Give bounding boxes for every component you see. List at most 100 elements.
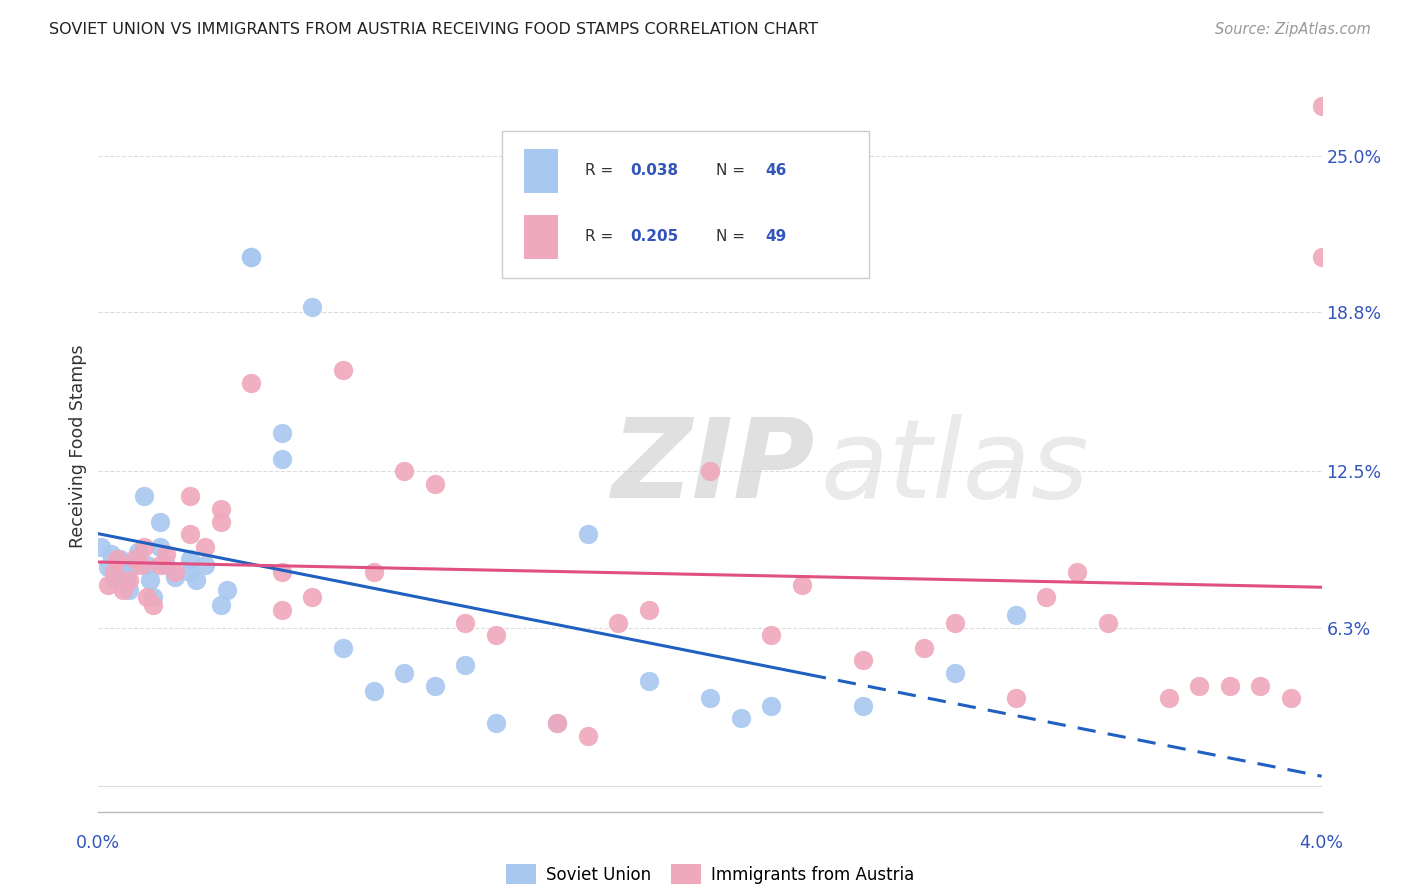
Point — [1097, 615, 1119, 630]
Point — [730, 711, 752, 725]
Point — [108, 552, 131, 566]
Point — [100, 548, 122, 562]
Point — [699, 691, 721, 706]
Point — [392, 665, 416, 680]
Point — [332, 363, 354, 377]
Point — [90, 540, 112, 554]
Point — [270, 603, 294, 617]
Point — [637, 673, 661, 688]
Point — [127, 545, 149, 559]
Point — [852, 653, 875, 667]
Point — [163, 565, 186, 579]
Point — [270, 565, 294, 579]
Point — [209, 515, 232, 529]
Point — [607, 615, 630, 630]
Bar — [524, 149, 558, 193]
Point — [301, 591, 323, 605]
Point — [179, 490, 201, 504]
Point — [149, 540, 172, 554]
Point — [186, 573, 208, 587]
Point — [149, 558, 172, 572]
Point — [1004, 607, 1026, 622]
Point — [118, 573, 141, 587]
Point — [124, 552, 146, 566]
Point — [194, 558, 217, 572]
Point — [118, 563, 141, 577]
Point — [179, 552, 201, 566]
Point — [155, 558, 177, 572]
Point — [103, 573, 125, 587]
Point — [1188, 679, 1211, 693]
Point — [1035, 591, 1057, 605]
Point — [363, 565, 385, 579]
Point — [97, 560, 120, 574]
Point — [103, 565, 125, 579]
Point — [111, 558, 134, 572]
Point — [363, 683, 385, 698]
Point — [194, 540, 217, 554]
Point — [576, 527, 599, 541]
Text: 0.038: 0.038 — [630, 163, 679, 178]
Point — [546, 716, 568, 731]
Text: 49: 49 — [765, 229, 786, 244]
Point — [240, 376, 263, 390]
Text: Source: ZipAtlas.com: Source: ZipAtlas.com — [1215, 22, 1371, 37]
Point — [301, 300, 323, 314]
Point — [142, 598, 165, 612]
Point — [759, 698, 782, 713]
Point — [699, 464, 721, 478]
Point — [136, 591, 159, 605]
Point — [139, 573, 162, 587]
Point — [1310, 250, 1333, 264]
Point — [423, 679, 446, 693]
Point — [1279, 691, 1302, 706]
Point — [149, 515, 172, 529]
Point — [637, 603, 661, 617]
Point — [209, 502, 232, 516]
Point — [270, 426, 294, 441]
Point — [97, 578, 120, 592]
Point — [105, 565, 128, 579]
Point — [270, 451, 294, 466]
Point — [790, 578, 813, 592]
Point — [163, 570, 186, 584]
Point — [943, 665, 966, 680]
Point — [485, 628, 508, 642]
FancyBboxPatch shape — [502, 131, 869, 277]
Point — [179, 565, 201, 579]
Point — [142, 591, 165, 605]
Point — [1310, 98, 1333, 112]
Text: SOVIET UNION VS IMMIGRANTS FROM AUSTRIA RECEIVING FOOD STAMPS CORRELATION CHART: SOVIET UNION VS IMMIGRANTS FROM AUSTRIA … — [49, 22, 818, 37]
Point — [1157, 691, 1180, 706]
Point — [912, 640, 935, 655]
Point — [179, 527, 201, 541]
Point — [240, 250, 263, 264]
Point — [1219, 679, 1241, 693]
Y-axis label: Receiving Food Stamps: Receiving Food Stamps — [69, 344, 87, 548]
Point — [332, 640, 354, 655]
Point — [1066, 565, 1088, 579]
Point — [209, 598, 232, 612]
Text: N =: N = — [716, 163, 749, 178]
Text: R =: R = — [585, 163, 619, 178]
Point — [392, 464, 416, 478]
Text: ZIP: ZIP — [612, 415, 815, 522]
Text: 4.0%: 4.0% — [1299, 834, 1344, 852]
Legend: Soviet Union, Immigrants from Austria: Soviet Union, Immigrants from Austria — [499, 857, 921, 891]
Point — [1004, 691, 1026, 706]
Point — [576, 729, 599, 743]
Text: 0.205: 0.205 — [630, 229, 679, 244]
Point — [155, 548, 177, 562]
Point — [129, 558, 152, 572]
Point — [546, 716, 568, 731]
Point — [134, 540, 156, 554]
Point — [124, 552, 146, 566]
Text: 46: 46 — [765, 163, 786, 178]
Point — [1249, 679, 1271, 693]
Point — [118, 582, 141, 597]
Point — [454, 615, 477, 630]
Bar — [524, 215, 558, 259]
Text: 0.0%: 0.0% — [76, 834, 121, 852]
Point — [454, 658, 477, 673]
Point — [215, 582, 238, 597]
